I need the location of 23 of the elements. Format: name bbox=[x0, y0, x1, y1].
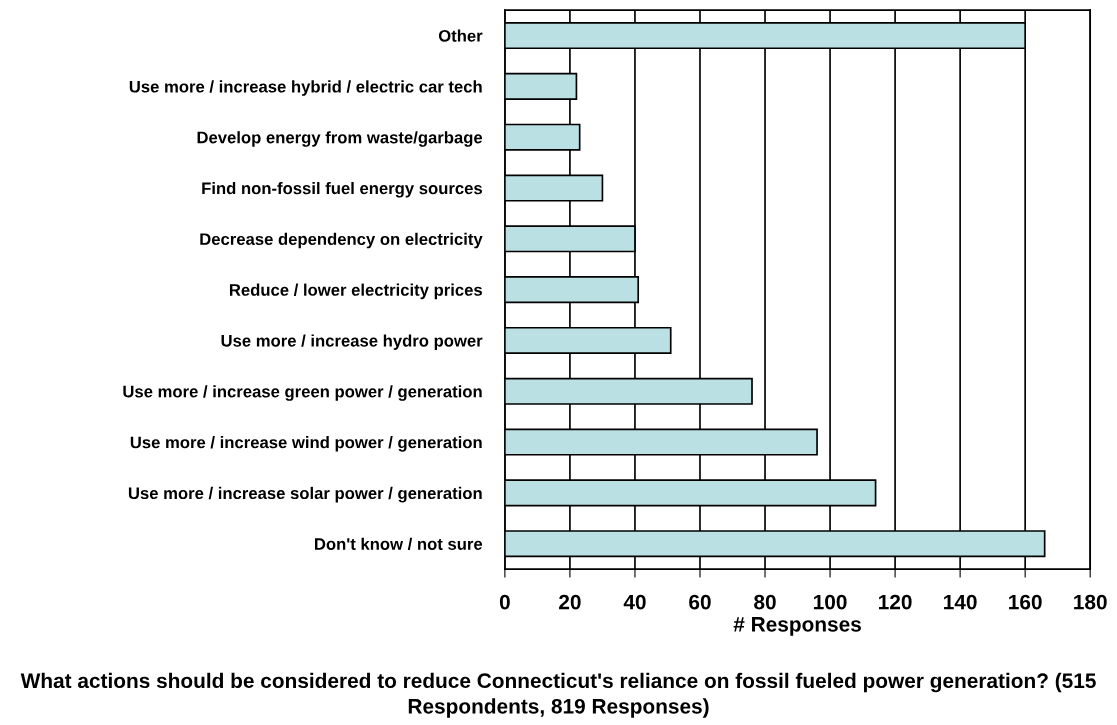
x-tick-label: 60 bbox=[689, 594, 711, 610]
y-tick-label: Use more / increase hydro power bbox=[221, 334, 483, 350]
x-tick-label: 20 bbox=[559, 594, 581, 610]
x-axis-title: # Responses bbox=[733, 617, 861, 636]
y-tick-label: Decrease dependency on electricity bbox=[200, 232, 483, 249]
y-tick-label: Use more / increase hybrid / electric car tech bbox=[129, 80, 482, 96]
x-tick-label: 40 bbox=[623, 594, 646, 610]
y-tick-label: Use more / increase green power / generation bbox=[123, 385, 482, 401]
y-tick-label: Don't know / not sure bbox=[315, 537, 483, 551]
x-tick-label: 140 bbox=[944, 594, 977, 610]
y-tick-label: Reduce / lower electricity prices bbox=[229, 283, 482, 300]
y-tick-label: Find non-fossil fuel energy sources bbox=[202, 181, 482, 198]
y-tick-label: Develop energy from waste/garbage bbox=[197, 131, 483, 147]
x-tick-label: 100 bbox=[813, 594, 847, 610]
y-tick-label: Other bbox=[438, 29, 483, 42]
x-tick-label: 160 bbox=[1009, 594, 1042, 610]
y-tick-label: Use more / increase solar power / generation bbox=[128, 486, 482, 503]
x-tick-label: 0 bbox=[499, 594, 510, 610]
x-tick-label: 120 bbox=[879, 594, 912, 610]
text: What actions should be considered to reduce Connecticut's reliance on fossil fueled power generation? (515 Respondents, 819 Responses) bbox=[20, 672, 1096, 718]
x-tick-label: 180 bbox=[1074, 594, 1107, 610]
x-tick-label: 80 bbox=[754, 594, 776, 610]
y-tick-label: Use more / increase wind power / generation bbox=[130, 436, 482, 452]
